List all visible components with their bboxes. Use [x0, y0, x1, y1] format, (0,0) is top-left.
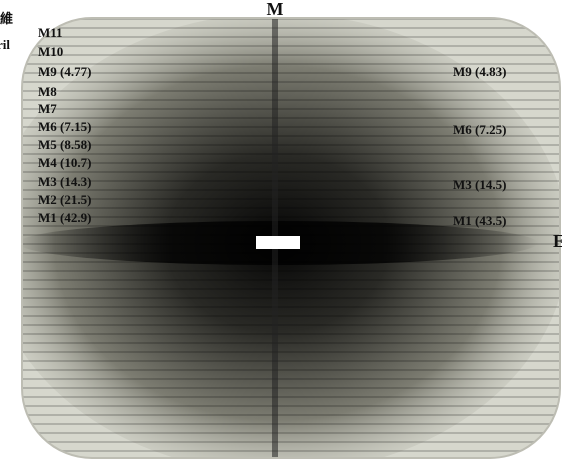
layer-line-label: M4 (10.7): [38, 155, 91, 170]
beam-stop: [256, 236, 300, 249]
layer-line-label: M10: [38, 44, 63, 59]
diffraction-figure: M E 維 ril M11 M10 M9 (4.77) M8 M7 M6 (7.15) M5 (…: [0, 0, 562, 462]
layer-line-label: M1 (43.5): [453, 213, 506, 228]
layer-line-label: M8: [38, 84, 57, 99]
equator-label: E: [553, 231, 562, 251]
layer-line-label: M9 (4.77): [38, 64, 91, 79]
corner-text: ril: [0, 37, 10, 52]
layer-line-label: M1 (42.9): [38, 210, 91, 225]
layer-line-label: M5 (8.58): [38, 137, 91, 152]
layer-line-label: M7: [38, 101, 57, 116]
layer-line-label: M3 (14.3): [38, 174, 91, 189]
layer-line-label: M6 (7.15): [38, 119, 91, 134]
meridian-label: M: [267, 0, 284, 19]
corner-text: 維: [0, 11, 13, 26]
layer-line-label: M9 (4.83): [453, 64, 506, 79]
layer-line-label: M6 (7.25): [453, 122, 506, 137]
layer-line-label: M2 (21.5): [38, 192, 91, 207]
layer-line-label: M11: [38, 25, 63, 40]
layer-line-label: M3 (14.5): [453, 177, 506, 192]
